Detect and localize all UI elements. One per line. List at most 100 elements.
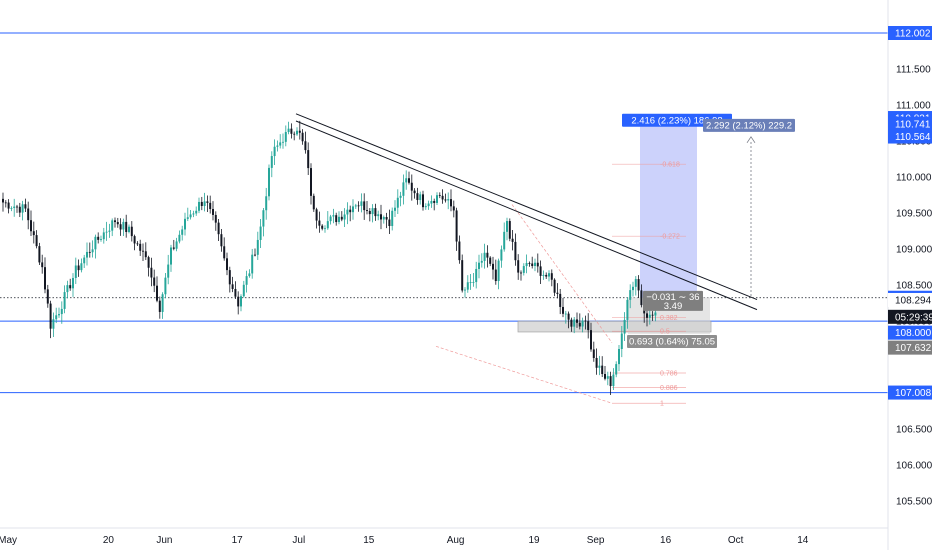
candle-body: [307, 150, 310, 169]
candle-body: [195, 210, 198, 214]
candle-body: [245, 276, 248, 285]
fib-label-5: 0.886: [660, 385, 678, 392]
candle-body: [296, 130, 298, 135]
candle-body: [382, 216, 385, 220]
measured-zone[interactable]: [517, 320, 712, 333]
candle-body: [408, 178, 410, 183]
candle-body: [587, 321, 590, 331]
candle-body: [128, 226, 130, 232]
candle-body: [279, 142, 282, 146]
candle-body: [438, 195, 441, 196]
x-tick-label: Jul: [292, 535, 305, 546]
candle-body: [640, 290, 643, 306]
x-tick-label: Sep: [587, 535, 605, 546]
measure-small-box[interactable]: −0.031 ∼ 363.49: [643, 290, 703, 312]
candle-body: [293, 133, 296, 135]
candle-body: [646, 313, 648, 318]
candle-body: [570, 319, 573, 327]
candle-body: [525, 262, 528, 267]
candle-body: [545, 274, 548, 277]
candle-body: [147, 257, 150, 268]
candle-body: [209, 202, 212, 210]
axis-tag-text: 110.741: [895, 119, 931, 130]
axis-tag-text: 110.564: [895, 132, 931, 143]
candle-body: [461, 260, 464, 291]
axis-tag-110.564[interactable]: 110.564: [888, 129, 932, 144]
axis-tag-110.741[interactable]: 110.741: [888, 116, 932, 131]
fib-diagonal-guide: [511, 204, 613, 343]
candle-body: [240, 296, 242, 307]
candle-body: [77, 265, 80, 271]
candle-body: [559, 293, 562, 307]
candle-body: [284, 132, 287, 142]
candle-body: [119, 224, 122, 230]
fib-label-1: -0.272: [660, 234, 680, 241]
axis-tag-bg: [888, 325, 932, 340]
axis-tag-05:29:39[interactable]: 05:29:39: [888, 309, 932, 324]
candle-body: [27, 208, 30, 221]
candle-body: [385, 216, 388, 220]
candle-body: [139, 243, 142, 251]
measured-zone-label[interactable]: 0.693 (0.64%) 75.05: [627, 334, 717, 348]
fib-label-6: 1: [660, 401, 664, 408]
candle-body: [497, 260, 500, 282]
candle-body: [72, 277, 74, 289]
candle-body: [338, 216, 340, 223]
candle-body: [612, 374, 615, 387]
candle-body: [441, 195, 444, 200]
candle-body: [489, 257, 492, 264]
axis-tag-107.632[interactable]: 107.632: [888, 340, 932, 355]
candle-body: [91, 249, 94, 253]
candle-body: [212, 209, 214, 215]
candle-body: [248, 273, 251, 277]
candle-body: [312, 195, 315, 210]
y-tick-label: 105.500: [896, 497, 932, 508]
candle-body: [486, 252, 489, 258]
candle-body: [483, 252, 486, 261]
axis-tag-text: 05:29:39: [895, 312, 932, 323]
candle-body: [237, 296, 240, 307]
candle-body: [340, 216, 343, 220]
candle-body: [366, 210, 368, 212]
candle-body: [265, 196, 268, 211]
y-tick-label: 106.500: [896, 425, 932, 436]
axis-tag-bg: [888, 26, 932, 40]
candle-body: [10, 207, 13, 209]
candle-body: [349, 209, 352, 213]
candle-body: [315, 209, 318, 221]
x-tick-label: 20: [103, 535, 115, 546]
candle-body: [464, 289, 466, 291]
trendline-0[interactable]: [295, 113, 758, 301]
time-axis[interactable]: May 20 Jun 17 Jul 15 Aug 19 Sep 16 Oct 14: [0, 527, 888, 546]
candle-body: [228, 270, 231, 285]
candle-body: [256, 239, 259, 255]
long-position-zone[interactable]: [640, 123, 697, 298]
price-axis[interactable]: 111.500111.000110.500110.000109.500109.0…: [887, 0, 932, 550]
candle-body: [601, 365, 604, 375]
candle-body: [598, 365, 601, 368]
x-tick-label: Aug: [447, 535, 465, 546]
candle-body: [234, 288, 237, 297]
x-tick-label: 16: [660, 535, 672, 546]
candle-body: [4, 202, 7, 204]
candle-body: [310, 168, 312, 196]
axis-tag-112.002[interactable]: 112.002: [888, 26, 932, 40]
candle-body: [595, 357, 598, 368]
candle-body: [531, 263, 534, 266]
candle-body: [329, 216, 332, 222]
axis-tag-108.000[interactable]: 108.000: [888, 325, 932, 340]
x-tick-label: 19: [528, 535, 540, 546]
candle-body: [648, 314, 651, 318]
plot-area[interactable]: -0.618 -0.272 0.382 0.5 0.786 0.886 1 2.416 (2.…: [0, 32, 888, 408]
trendline-1[interactable]: [295, 120, 758, 311]
candle-body: [108, 230, 111, 232]
candle-body: [30, 220, 32, 232]
axis-tag-bg: [888, 309, 932, 324]
candle-body: [192, 213, 195, 215]
x-tick-label: 14: [797, 535, 809, 546]
axis-tag-107.008[interactable]: 107.008: [888, 385, 932, 400]
candle-body: [18, 206, 21, 213]
projection-label[interactable]: 2.292 (2.12%) 229.2: [703, 118, 795, 132]
axis-tag-108.294[interactable]: 108.294: [888, 292, 932, 307]
